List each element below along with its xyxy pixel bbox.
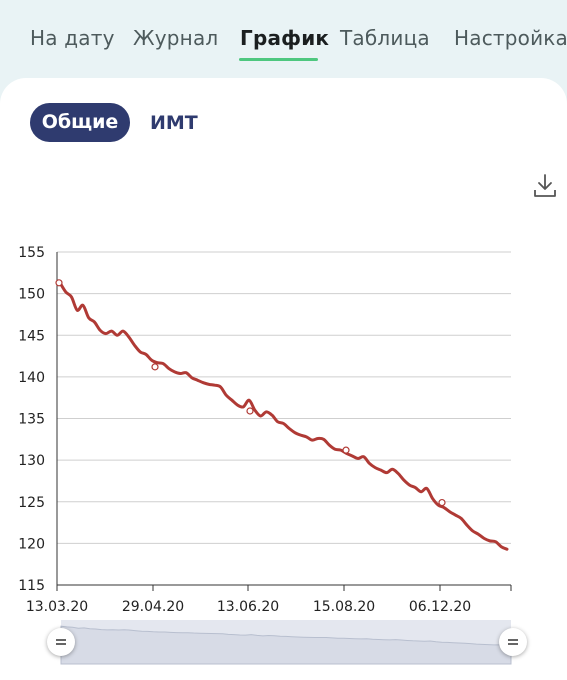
y-tick-label: 135 xyxy=(18,412,45,428)
y-tick-label: 130 xyxy=(18,453,45,469)
tab-zhurnal[interactable]: Журнал xyxy=(133,26,219,50)
x-tick-label: 06.12.20 xyxy=(409,599,471,615)
weight-line-chart: 115 120 125 130 135 140 145 150 155 13.03.20 29.0… xyxy=(18,245,512,665)
range-handle-left[interactable] xyxy=(47,628,75,656)
active-tab-indicator xyxy=(239,58,318,61)
segment-obshchie[interactable]: Общие xyxy=(30,103,130,142)
x-tick-label: 29.04.20 xyxy=(122,599,184,615)
segment-imt[interactable]: ИМТ xyxy=(150,112,198,134)
download-icon[interactable] xyxy=(532,172,558,200)
data-point-marker xyxy=(246,407,254,415)
x-tick-label: 13.03.20 xyxy=(26,599,88,615)
grid-lines xyxy=(56,251,511,591)
x-axis-ticks: 13.03.20 29.04.20 13.06.20 15.08.20 06.12.20 xyxy=(26,585,512,615)
tab-bar: На дату Журнал График Таблица Настройка xyxy=(0,0,567,76)
tab-grafik[interactable]: График xyxy=(240,26,330,50)
y-tick-label: 150 xyxy=(18,287,45,303)
data-point-marker xyxy=(438,498,446,507)
data-point-marker xyxy=(55,279,63,287)
y-axis-ticks: 115 120 125 130 135 140 145 150 155 xyxy=(18,245,45,594)
x-tick-label: 15.08.20 xyxy=(313,599,375,615)
y-tick-label: 140 xyxy=(18,370,45,386)
y-tick-label: 120 xyxy=(18,536,45,552)
y-tick-label: 145 xyxy=(18,328,45,344)
range-navigator[interactable] xyxy=(60,620,512,665)
series-line xyxy=(58,281,509,551)
y-tick-label: 125 xyxy=(18,495,45,511)
x-tick-label: 13.06.20 xyxy=(217,599,279,615)
chart-card xyxy=(0,78,567,680)
y-tick-label: 155 xyxy=(18,245,45,261)
data-point-marker xyxy=(342,446,350,454)
data-point-marker xyxy=(151,363,159,371)
series-markers xyxy=(55,279,446,507)
y-tick-label: 115 xyxy=(18,578,45,594)
tab-nastroyka[interactable]: Настройка xyxy=(454,26,567,50)
range-handle-right[interactable] xyxy=(499,628,527,656)
tab-tablitsa[interactable]: Таблица xyxy=(340,26,430,50)
tab-na-datu[interactable]: На дату xyxy=(30,26,115,50)
